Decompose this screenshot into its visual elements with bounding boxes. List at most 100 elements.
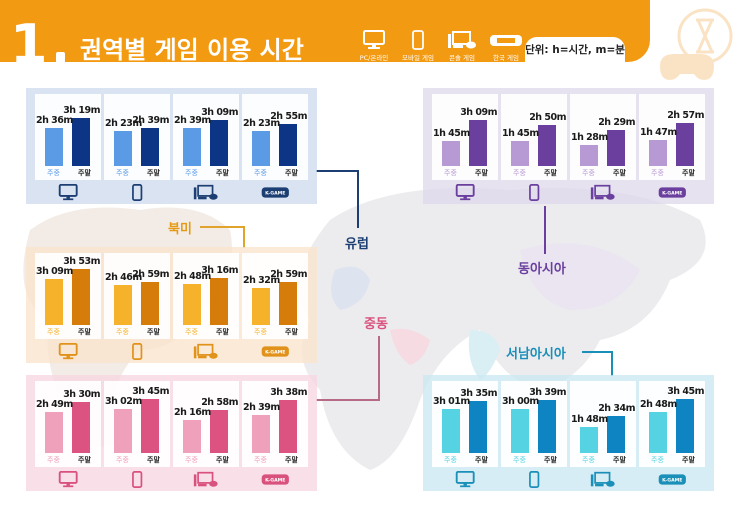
label-weekend: 주말 (216, 328, 229, 336)
bar-weekday (442, 141, 460, 166)
region-panel-north-america: 3h 09m 3h 53m 주중 주말 2h 46m 2h 59m 주중 주말 … (26, 247, 317, 363)
region-panel-east-asia: 1h 45m 3h 09m 주중 주말 1h 45m 2h 50m 주중 주말 … (423, 88, 714, 204)
header-banner: 1 권역별 게임 이용 시간 PC/온라인 모바일 게임 콘솔 게임 한국 게임… (0, 0, 650, 72)
label-weekday: 주중 (116, 169, 129, 177)
value-weekend: 3h 30m (63, 389, 100, 400)
category-icon-cell (570, 184, 636, 201)
bar-weekday (183, 128, 201, 166)
category-icon-cell (501, 470, 567, 488)
value-weekday: 2h 23m (243, 118, 280, 129)
bar-weekday (183, 420, 201, 453)
category-icon-cell (173, 471, 239, 488)
connector-east-asia (544, 206, 546, 254)
smartphone-icon (412, 30, 424, 50)
value-weekend: 2h 55m (270, 111, 307, 122)
category-icon-cell: K-GAME (639, 184, 705, 201)
chart-card: 2h 46m 2h 59m 주중 주말 (104, 253, 170, 339)
legend-item-pc: PC/온라인 (355, 30, 393, 62)
connector-southwest-asia-v (611, 351, 613, 376)
value-weekday: 1h 45m (433, 128, 470, 139)
category-icon-cell (173, 343, 239, 360)
label-weekday: 주중 (185, 456, 198, 464)
label-weekday: 주중 (254, 456, 267, 464)
page-title: 권역별 게임 이용 시간 (80, 36, 304, 64)
label-weekday: 주중 (47, 456, 60, 464)
legend-label: PC/온라인 (359, 54, 389, 62)
smartphone-icon (528, 183, 540, 201)
label-weekday: 주중 (651, 169, 664, 177)
label-weekday: 주중 (582, 169, 595, 177)
region-label-europe: 유럽 (345, 237, 369, 252)
monitor-icon (58, 470, 78, 487)
region-label-north-america: 북미 (168, 222, 192, 237)
connector-southwest-asia (582, 351, 612, 353)
value-weekday: 2h 48m (640, 399, 677, 410)
value-weekend: 3h 45m (667, 386, 704, 397)
bar-weekday (649, 140, 667, 166)
chart-card: 2h 39m 3h 09m 주중 주말 (173, 94, 239, 180)
legend-item-console: 콘솔 게임 (443, 30, 481, 62)
connector-europe-v (357, 170, 359, 228)
chart-card: 3h 09m 3h 53m 주중 주말 (35, 253, 101, 339)
category-icon-cell (173, 184, 239, 201)
value-weekend: 3h 35m (460, 388, 497, 399)
chart-card: 2h 32m 2h 59m 주중 주말 (242, 253, 308, 339)
connector-north-america (200, 226, 244, 228)
smartphone-icon (131, 470, 143, 488)
chart-card: 2h 36m 3h 19m 주중 주말 (35, 94, 101, 180)
label-weekend: 주말 (682, 169, 695, 177)
region-label-southwest-asia: 서남아시아 (506, 347, 566, 362)
bar-weekend (279, 124, 297, 166)
bar-weekend (538, 125, 556, 166)
k-game-icon: K-GAME (261, 473, 289, 485)
section-number: 1 (10, 13, 48, 76)
console-icon (591, 471, 615, 487)
label-weekend: 주말 (285, 169, 298, 177)
value-weekend: 2h 58m (201, 397, 238, 408)
label-weekend: 주말 (682, 456, 695, 464)
console-icon (194, 184, 218, 200)
value-weekday: 2h 39m (174, 115, 211, 126)
bar-weekday (580, 427, 598, 453)
label-weekday: 주중 (513, 169, 526, 177)
console-icon (448, 31, 476, 49)
k-game-icon: K-GAME (658, 473, 686, 485)
value-weekend: 3h 19m (63, 105, 100, 116)
category-icon-cell (104, 470, 170, 488)
chart-card: 2h 23m 2h 39m 주중 주말 (104, 94, 170, 180)
region-panel-southwest-asia: 3h 01m 3h 35m 주중 주말 3h 00m 3h 39m 주중 주말 … (423, 375, 714, 491)
bar-weekend (141, 128, 159, 166)
bar-weekend (72, 118, 90, 166)
label-weekend: 주말 (475, 456, 488, 464)
bar-weekday (114, 409, 132, 453)
svg-text:K-GAME: K-GAME (265, 349, 285, 355)
label-weekday: 주중 (47, 169, 60, 177)
value-weekend: 2h 57m (667, 110, 704, 121)
bar-weekday (580, 145, 598, 166)
category-icon-cell (35, 470, 101, 488)
bar-weekday (114, 131, 132, 166)
bar-weekend (279, 400, 297, 453)
category-icon-cell (35, 342, 101, 360)
label-weekend: 주말 (216, 456, 229, 464)
value-weekend: 2h 29m (598, 117, 635, 128)
connector-middle-east (316, 399, 380, 401)
label-weekday: 주중 (444, 169, 457, 177)
label-weekday: 주중 (47, 328, 60, 336)
chart-card: 2h 48m 3h 45m 주중 주말 (639, 381, 705, 467)
chart-card: 1h 47m 2h 57m 주중 주말 (639, 94, 705, 180)
chart-card: 2h 23m 2h 55m 주중 주말 (242, 94, 308, 180)
value-weekday: 2h 16m (174, 407, 211, 418)
value-weekday: 2h 23m (105, 118, 142, 129)
console-icon (591, 184, 615, 200)
label-weekend: 주말 (544, 456, 557, 464)
label-weekend: 주말 (285, 328, 298, 336)
connector-europe (316, 170, 358, 172)
svg-text:K-GAME: K-GAME (662, 477, 682, 483)
category-icon-cell: K-GAME (242, 343, 308, 360)
chart-card: 1h 45m 2h 50m 주중 주말 (501, 94, 567, 180)
bar-weekend (72, 402, 90, 453)
monitor-icon (58, 342, 78, 359)
category-icon-cell: K-GAME (639, 471, 705, 488)
svg-text:K-GAME: K-GAME (265, 190, 285, 196)
